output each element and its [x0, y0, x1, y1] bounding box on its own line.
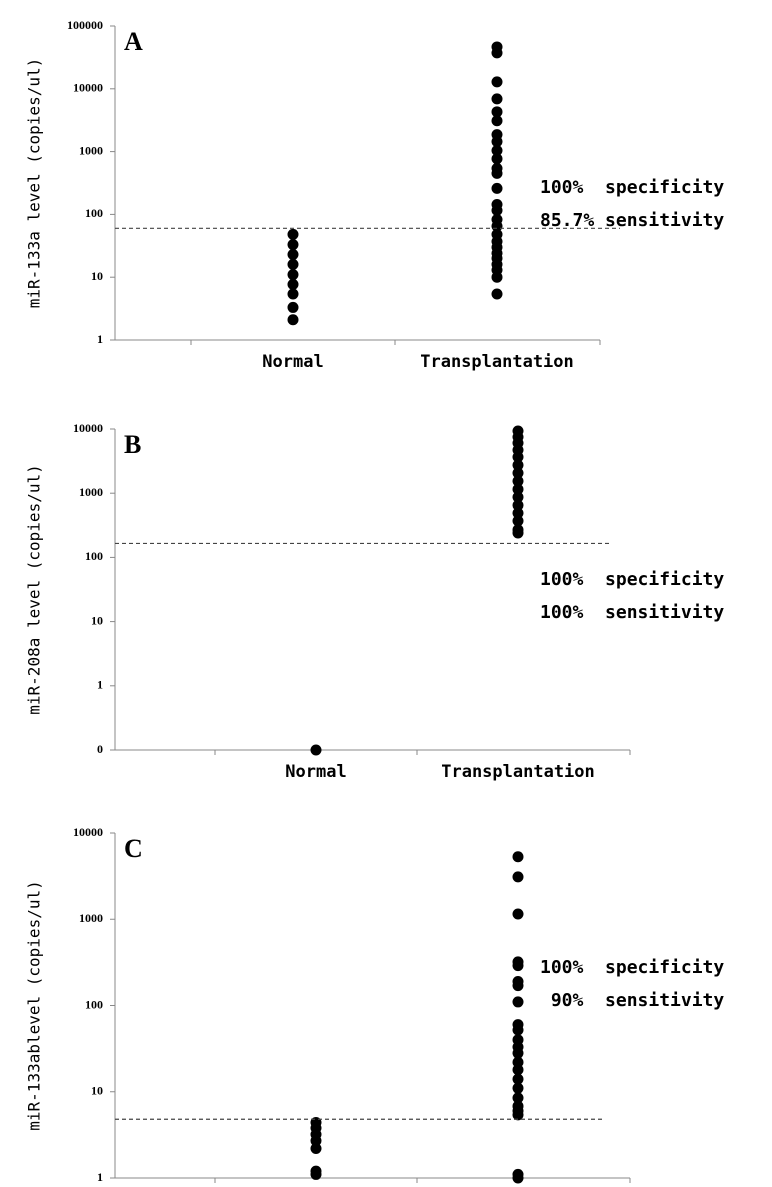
- y-tick-label: 1000: [79, 485, 103, 499]
- annotation: 100% sensitivity: [540, 602, 724, 623]
- dot: [491, 106, 503, 118]
- dot: [491, 115, 503, 127]
- y-tick-label: 0: [97, 742, 103, 756]
- dot: [512, 960, 524, 972]
- dot: [512, 1092, 524, 1104]
- dot: [491, 47, 503, 59]
- dot: [512, 491, 524, 503]
- dot: [512, 871, 524, 883]
- dot: [287, 258, 299, 270]
- annotation: 90% sensitivity: [540, 990, 724, 1011]
- y-tick-label: 100: [85, 206, 103, 220]
- dot: [512, 1082, 524, 1094]
- dot: [287, 239, 299, 251]
- dot: [512, 459, 524, 471]
- x-tick-label: Normal: [262, 352, 323, 372]
- dot: [512, 499, 524, 511]
- dot: [512, 851, 524, 863]
- dot: [512, 483, 524, 495]
- annotation: 100% specificity: [540, 957, 724, 978]
- dot: [512, 996, 524, 1008]
- dot: [491, 167, 503, 179]
- dot: [512, 475, 524, 487]
- dot: [491, 145, 503, 157]
- dot: [512, 1073, 524, 1085]
- y-tick-label: 100000: [67, 18, 103, 32]
- dot: [491, 204, 503, 216]
- annotation: 85.7% sensitivity: [540, 210, 724, 231]
- annotation: 100% specificity: [540, 177, 724, 198]
- dot: [512, 527, 524, 539]
- dot: [512, 1024, 524, 1036]
- dot: [287, 228, 299, 240]
- dot: [512, 451, 524, 463]
- dot: [512, 1172, 524, 1184]
- dot: [287, 248, 299, 260]
- dot: [491, 136, 503, 148]
- y-tick-label: 100: [85, 549, 103, 563]
- dot: [287, 269, 299, 281]
- y-tick-label: 1000: [79, 911, 103, 925]
- y-tick-label: 10: [91, 1084, 103, 1098]
- dot: [287, 288, 299, 300]
- y-tick-label: 100: [85, 997, 103, 1011]
- dot: [287, 301, 299, 313]
- dot: [512, 1056, 524, 1068]
- y-axis-label: miR-133ablevel (copies/ul): [25, 880, 44, 1130]
- y-tick-label: 1: [97, 678, 103, 692]
- dot: [512, 1047, 524, 1059]
- x-tick-label: Transplantation: [420, 352, 574, 372]
- y-tick-label: 1: [97, 1170, 103, 1184]
- dot: [491, 93, 503, 105]
- dot: [512, 1064, 524, 1076]
- dot: [512, 467, 524, 479]
- x-tick-label: Transplantation: [441, 762, 595, 782]
- y-tick-label: 10: [91, 269, 103, 283]
- dot: [491, 288, 503, 300]
- panel-label: A: [124, 27, 143, 56]
- dot: [310, 1135, 322, 1147]
- dot: [310, 744, 322, 756]
- dot: [287, 314, 299, 326]
- dot: [491, 153, 503, 165]
- dot: [491, 182, 503, 194]
- y-axis-label: miR-133a level (copies/ul): [25, 58, 44, 308]
- dot: [287, 278, 299, 290]
- dot: [512, 1109, 524, 1121]
- y-axis-label: miR-208a level (copies/ul): [25, 464, 44, 714]
- y-tick-label: 10000: [73, 421, 103, 435]
- dot: [512, 980, 524, 992]
- dot: [512, 908, 524, 920]
- y-tick-label: 1000: [79, 143, 103, 157]
- panel-label: C: [124, 834, 143, 863]
- dot: [512, 507, 524, 519]
- y-tick-label: 1: [97, 332, 103, 346]
- x-tick-label: Normal: [285, 762, 346, 782]
- y-tick-label: 10: [91, 613, 103, 627]
- annotation: 100% specificity: [540, 569, 724, 590]
- dot: [310, 1142, 322, 1154]
- dot: [491, 271, 503, 283]
- panel-label: B: [124, 430, 141, 459]
- dot: [491, 76, 503, 88]
- dot: [512, 515, 524, 527]
- y-tick-label: 10000: [73, 81, 103, 95]
- dot: [310, 1168, 322, 1180]
- y-tick-label: 10000: [73, 825, 103, 839]
